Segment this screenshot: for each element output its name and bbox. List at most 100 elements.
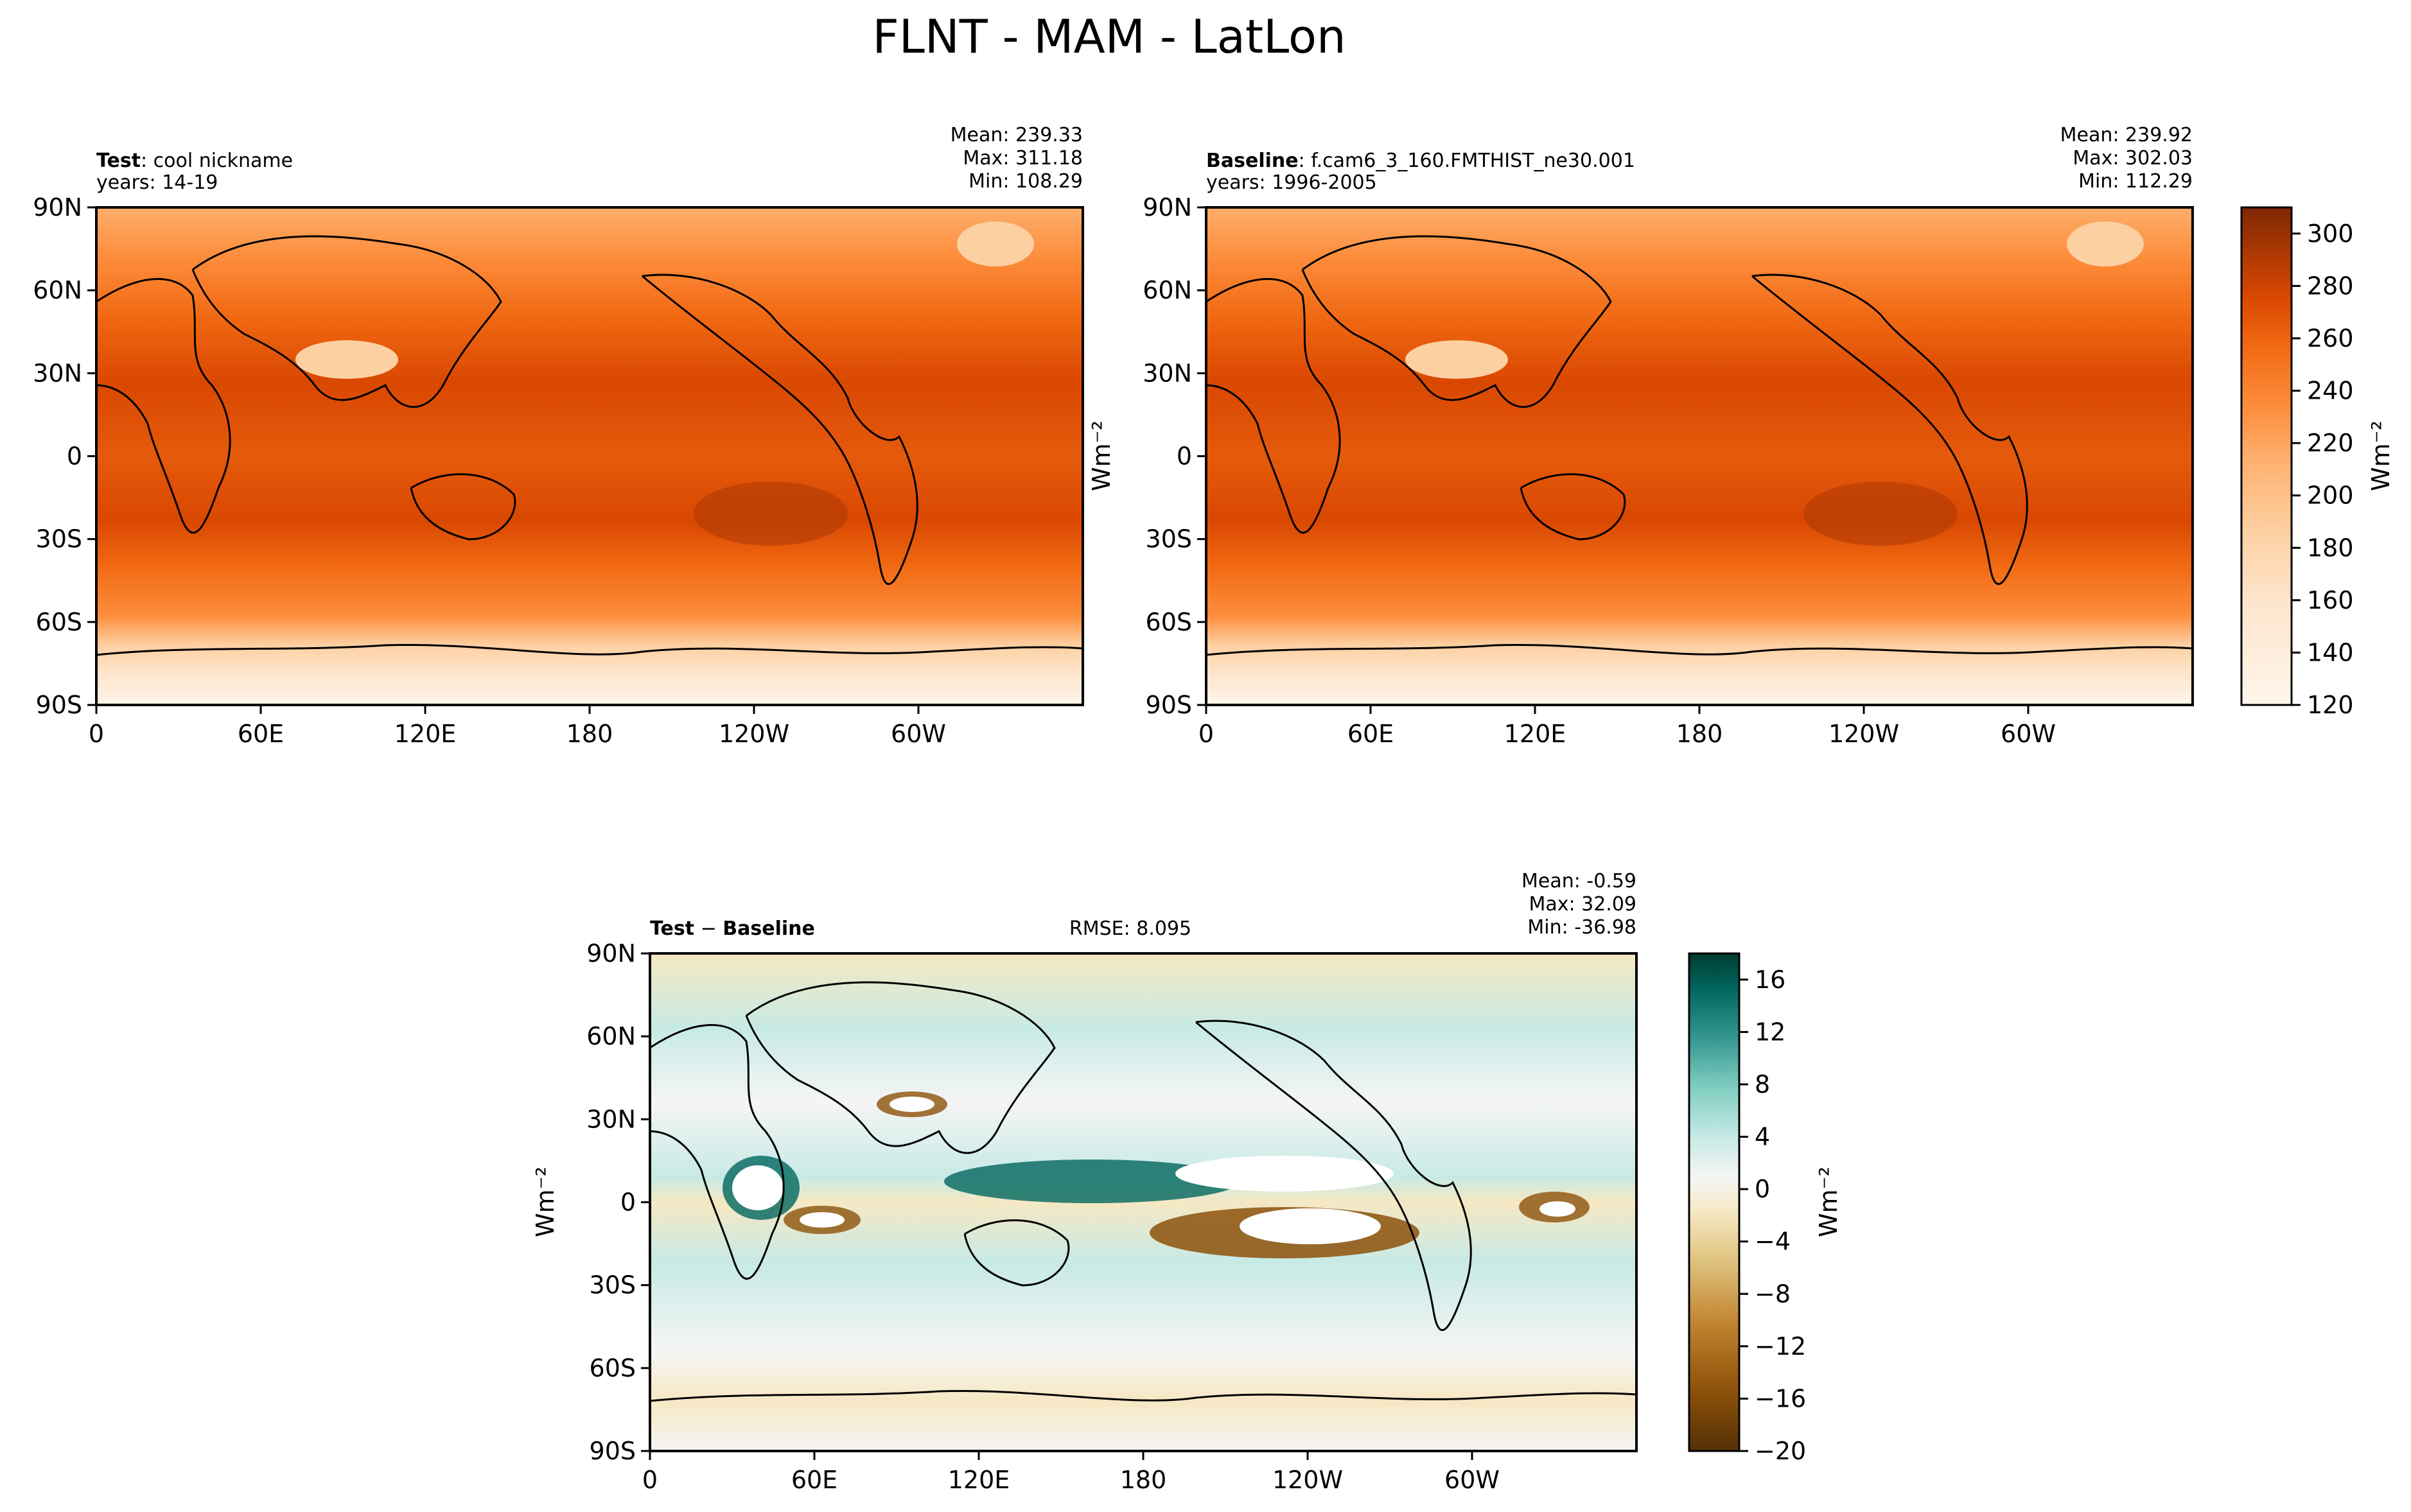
panel-test-stat-max: Max: 311.18 (963, 147, 1083, 169)
y-tick-label: 90S (36, 691, 82, 719)
panel-diff-itcz-max (1175, 1156, 1394, 1192)
panel-diff-rmse: RMSE: 8.095 (1069, 917, 1191, 940)
panel-diff-stat-min: Min: -36.98 (1527, 916, 1636, 939)
colorbar-tick-label: 0 (1755, 1175, 1770, 1203)
colorbar-tick-label: 120 (2307, 691, 2354, 719)
colorbar-tick-label: −16 (1755, 1384, 1806, 1412)
x-tick-label: 120E (394, 720, 457, 748)
colorbar-absolute-ticks: 120 140 160 180 200 220 240 260 280 300 (2292, 220, 2354, 719)
colorbar-tick-label: 180 (2307, 534, 2354, 562)
panel-diff-atlantic-min (1539, 1201, 1575, 1217)
y-tick-label: 30S (590, 1271, 636, 1299)
colorbar-absolute: Wm⁻² 120 140 160 180 200 220 240 260 280 300 Wm⁻² (1087, 206, 2395, 719)
panel-diff-coastlines (650, 981, 1636, 1402)
panel-diff-africa-max (732, 1165, 784, 1210)
y-tick-label: 0 (620, 1188, 636, 1217)
panel-test-label: Test: cool nickname (96, 150, 293, 172)
y-tick-label: 0 (1177, 442, 1192, 471)
panel-test-field (96, 207, 1083, 705)
colorbar-difference-unit: Wm⁻² (1814, 1167, 1843, 1237)
y-tick-label: 0 (67, 442, 82, 471)
colorbar-absolute-unit-left: Wm⁻² (1087, 421, 1116, 491)
panel-test-axes: 0 60E 120E 180 120W 60W 90N 60N 30N 0 30S 60S 90S (33, 193, 946, 748)
y-tick-label: 30N (1143, 359, 1192, 387)
panel-test-subtropics-feature (694, 482, 848, 546)
panel-diff-asia-min (890, 1097, 934, 1112)
panel-diff-axes: 0 60E 120E 180 120W 60W 90N 60N 30N 0 30S 60S 90S (586, 939, 1500, 1494)
panel-diff-label-sep: − (694, 917, 723, 940)
y-tick-label: 60N (1143, 276, 1192, 304)
panel-diff-label: Test − Baseline (650, 917, 815, 940)
x-tick-label: 180 (1120, 1466, 1167, 1494)
panel-baseline-axes: 0 60E 120E 180 120W 60W 90N 60N 30N 0 30S 60S 90S (1143, 193, 2056, 748)
colorbar-tick-label: 140 (2307, 638, 2354, 666)
x-tick-label: 120W (719, 720, 789, 748)
panel-test-stat-mean: Mean: 239.33 (951, 124, 1083, 146)
y-tick-label: 90S (1146, 691, 1192, 719)
colorbar-difference: 16 12 8 4 0 −4 −8 −12 −16 −20 Wm⁻² (1688, 952, 1843, 1465)
panel-test-map (96, 207, 1083, 705)
panel-baseline-field (1206, 207, 2193, 705)
panel-baseline-subtropics-feature (1803, 482, 1958, 546)
y-tick-label: 30S (1146, 525, 1192, 553)
colorbar-tick-label: 220 (2307, 429, 2354, 457)
panel-test-greenland-feature (957, 222, 1034, 266)
panel-diff-indian-ocean-min (800, 1212, 845, 1228)
panel-diff-label-b: Baseline (723, 917, 815, 940)
y-tick-label: 90N (33, 193, 82, 222)
y-tick-label: 90N (1143, 193, 1192, 222)
colorbar-absolute-unit: Wm⁻² (2367, 421, 2395, 491)
colorbar-tick-label: 16 (1755, 966, 1785, 994)
panel-diff-spcz-min (1240, 1208, 1381, 1244)
panel-diff-map (650, 953, 1636, 1451)
y-tick-label: 30N (586, 1105, 636, 1133)
colorbar-tick-label: 280 (2307, 272, 2354, 300)
colorbar-tick-label: 200 (2307, 482, 2354, 510)
panel-test-coastlines (96, 235, 1083, 656)
x-tick-label: 120W (1272, 1466, 1343, 1494)
colorbar-tick-label: 260 (2307, 324, 2354, 352)
panel-test-years: years: 14-19 (96, 171, 218, 194)
x-tick-label: 0 (89, 720, 104, 748)
x-tick-label: 60W (891, 720, 946, 748)
x-tick-label: 180 (566, 720, 613, 748)
y-tick-label: 90S (590, 1437, 636, 1465)
panel-baseline-label-rest: : f.cam6_3_160.FMTHIST_ne30.001 (1299, 150, 1635, 172)
panel-baseline-greenland-feature (2067, 222, 2144, 266)
colorbar-tick-label: −4 (1755, 1228, 1791, 1256)
panel-baseline-tibet-feature (1405, 340, 1508, 379)
colorbar-tick-label: 8 (1755, 1070, 1770, 1099)
colorbar-tick-label: −12 (1755, 1332, 1806, 1360)
colorbar-tick-label: −20 (1755, 1437, 1806, 1465)
colorbar-tick-label: −8 (1755, 1280, 1791, 1308)
panel-baseline: Mean: 239.92 Max: 302.03 Min: 112.29 Bas… (1143, 124, 2194, 748)
panel-baseline-stat-mean: Mean: 239.92 (2060, 124, 2193, 146)
panel-test-tibet-feature (295, 340, 398, 379)
x-tick-label: 60W (1444, 1466, 1500, 1494)
colorbar-tick-label: 12 (1755, 1018, 1785, 1046)
y-tick-label: 60S (1146, 608, 1192, 636)
panel-baseline-map (1206, 207, 2193, 705)
x-tick-label: 60E (1347, 720, 1394, 748)
colorbar-difference-bar (1688, 952, 1740, 1452)
panel-baseline-years: years: 1996-2005 (1206, 171, 1377, 194)
x-tick-label: 0 (642, 1466, 658, 1494)
panel-baseline-label: Baseline: f.cam6_3_160.FMTHIST_ne30.001 (1206, 150, 1635, 172)
panel-baseline-label-bold: Baseline (1206, 150, 1299, 172)
figure-title: FLNT - MAM - LatLon (872, 10, 1346, 64)
panel-diff-field (650, 953, 1636, 1451)
panel-test-stat-min: Min: 108.29 (969, 170, 1083, 193)
x-tick-label: 120E (1504, 720, 1566, 748)
y-tick-label: 30S (36, 525, 82, 553)
x-tick-label: 0 (1198, 720, 1214, 748)
x-tick-label: 180 (1676, 720, 1723, 748)
panel-difference: Mean: -0.59 Max: 32.09 Min: -36.98 Test … (531, 870, 1638, 1494)
panel-diff-stat-max: Max: 32.09 (1529, 893, 1636, 916)
colorbar-absolute-bar (2240, 206, 2293, 706)
panel-diff-unit-left: Wm⁻² (531, 1167, 559, 1237)
colorbar-tick-label: 300 (2307, 220, 2354, 248)
x-tick-label: 60E (238, 720, 284, 748)
x-tick-label: 60W (2001, 720, 2056, 748)
x-tick-label: 120E (948, 1466, 1010, 1494)
